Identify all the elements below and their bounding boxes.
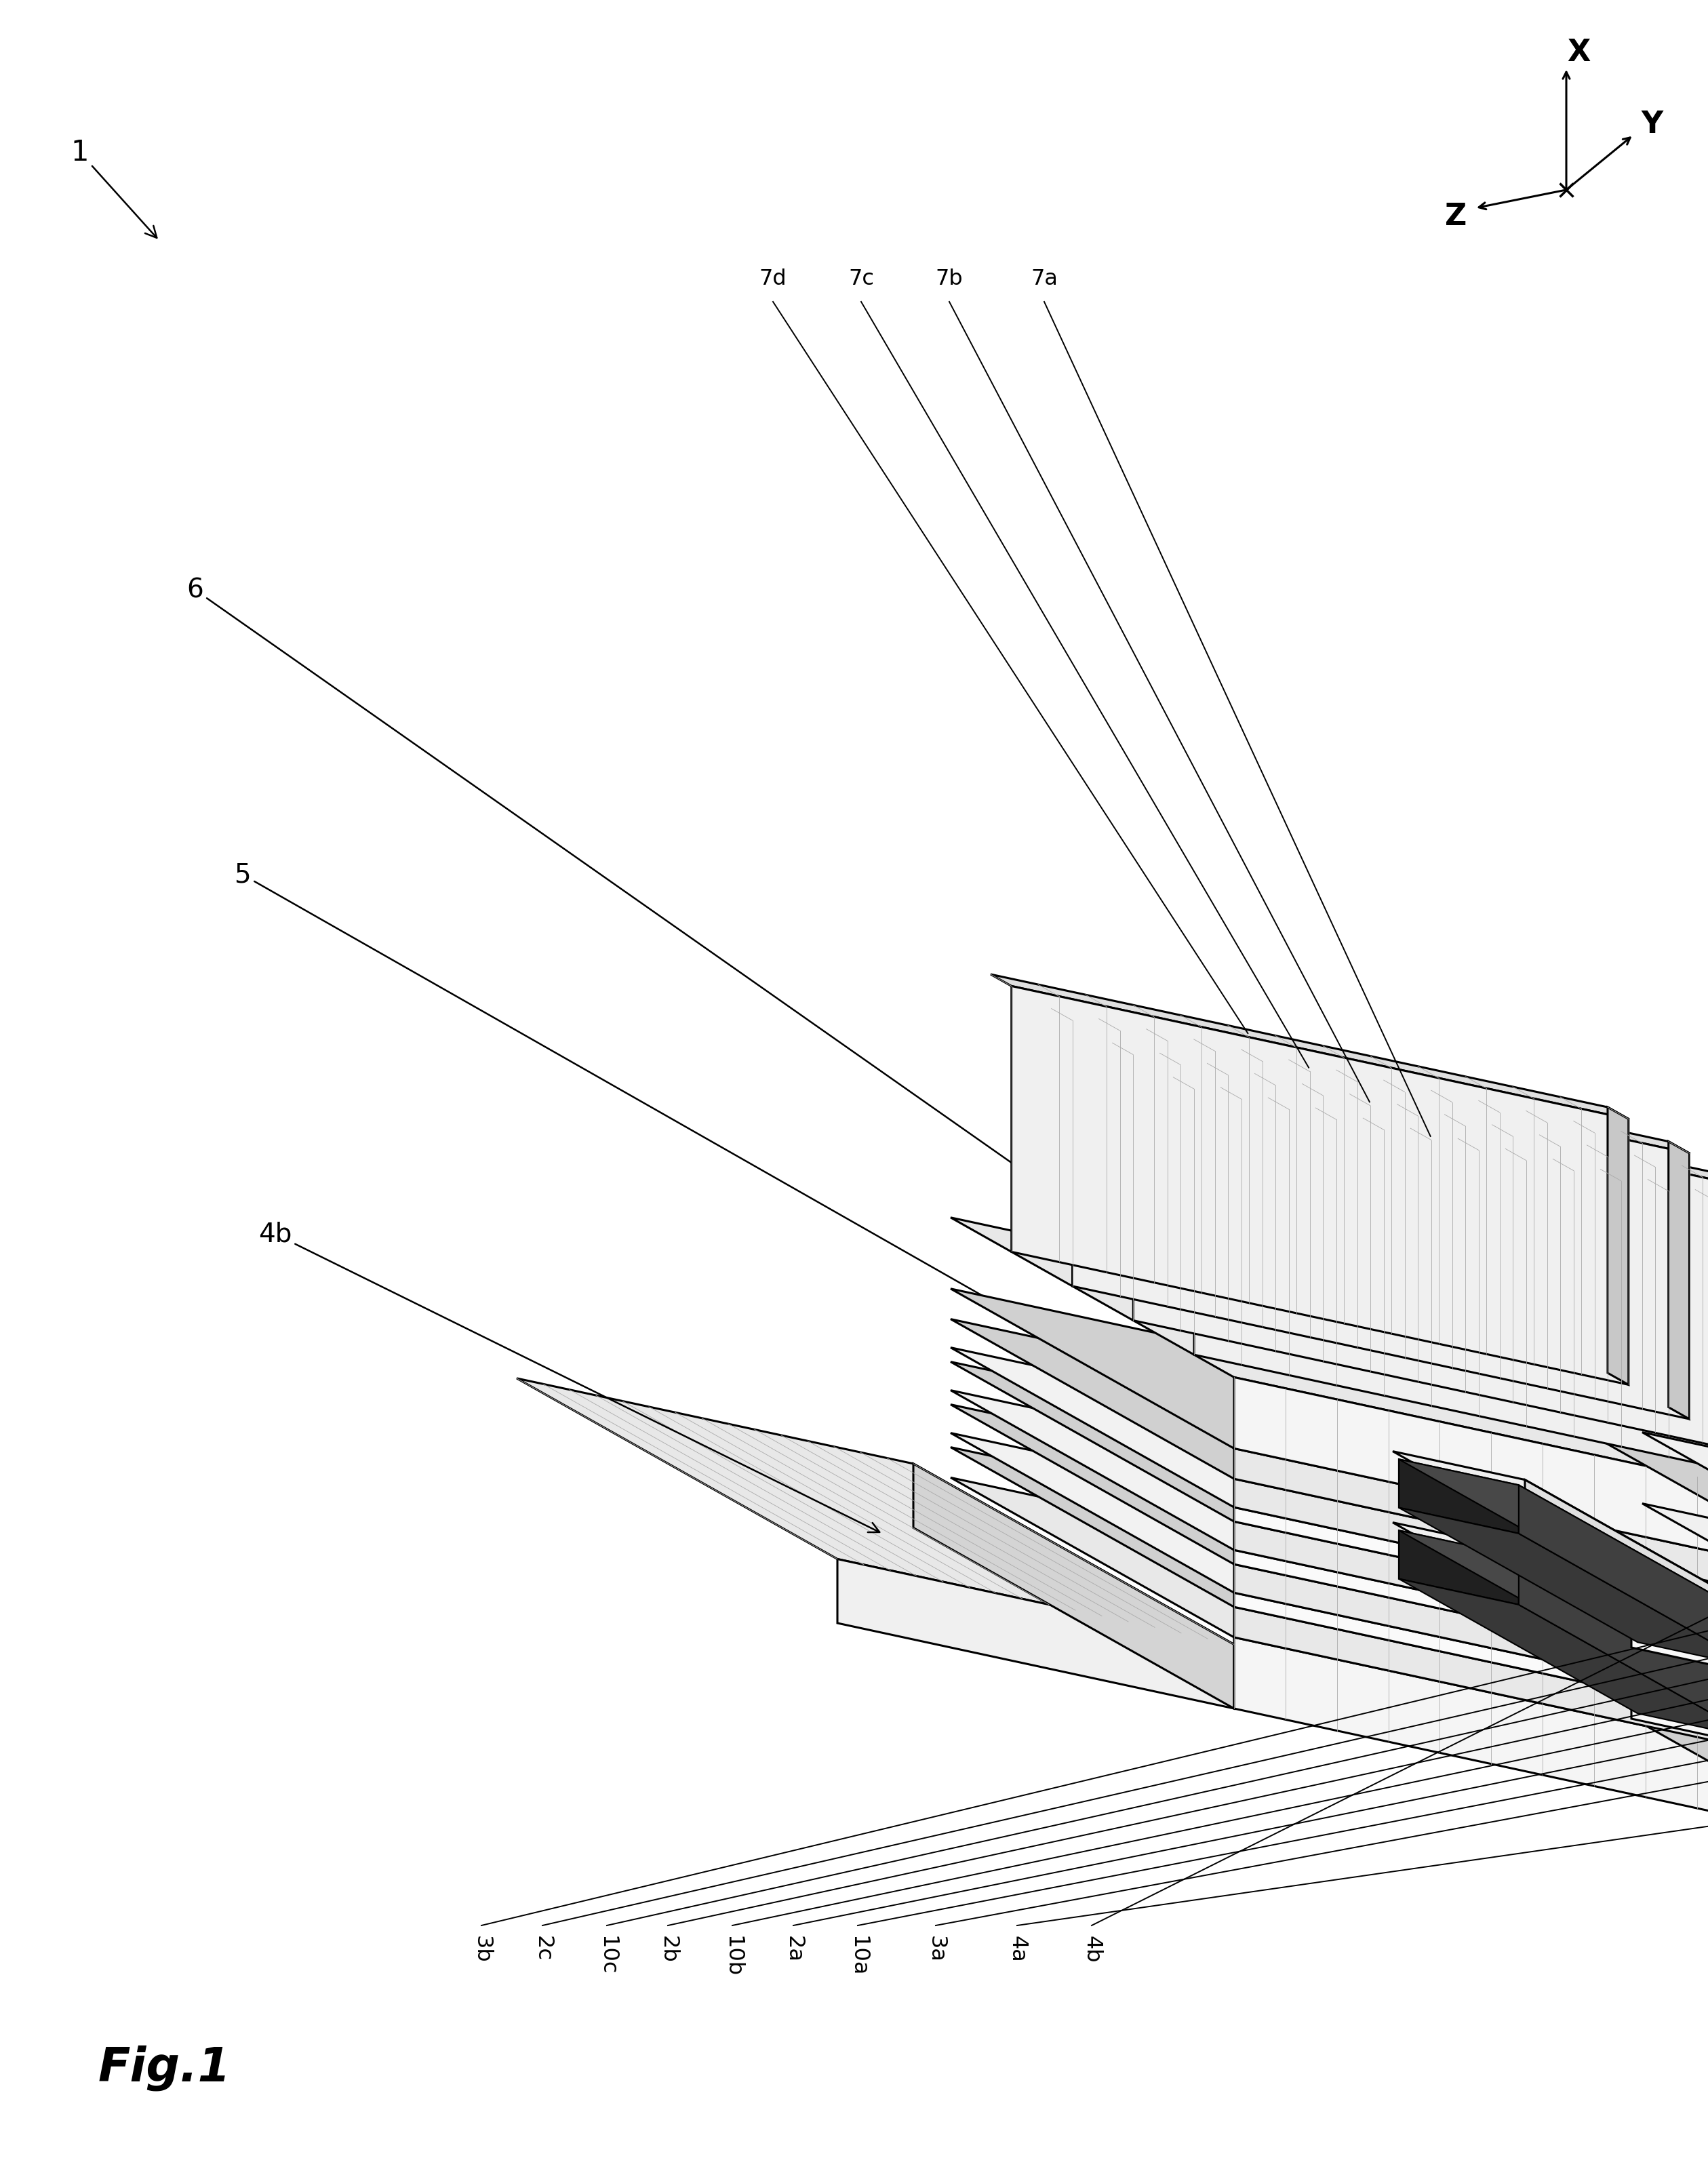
Polygon shape bbox=[1607, 1108, 1628, 1385]
Polygon shape bbox=[1235, 1594, 1708, 1739]
Polygon shape bbox=[1399, 1459, 1708, 1620]
Text: 4b: 4b bbox=[258, 1221, 880, 1533]
Polygon shape bbox=[1631, 1585, 1708, 1676]
Text: 7a: 7a bbox=[1030, 268, 1057, 290]
Polygon shape bbox=[951, 1319, 1708, 1611]
Polygon shape bbox=[518, 1378, 1235, 1644]
Polygon shape bbox=[951, 1478, 1708, 1770]
Text: 3b: 3b bbox=[471, 1935, 492, 1964]
Text: 4a: 4a bbox=[1006, 1935, 1028, 1964]
Polygon shape bbox=[1568, 1581, 1708, 1770]
Text: 2c: 2c bbox=[531, 1935, 553, 1961]
Polygon shape bbox=[1518, 1557, 1708, 1739]
Polygon shape bbox=[1641, 1504, 1708, 1600]
Polygon shape bbox=[1235, 1550, 1708, 1698]
Polygon shape bbox=[1235, 1478, 1708, 1639]
Text: Z: Z bbox=[1445, 202, 1467, 231]
Text: 10c: 10c bbox=[596, 1935, 617, 1975]
Polygon shape bbox=[1052, 1008, 1689, 1154]
Text: 10a: 10a bbox=[847, 1935, 868, 1977]
Text: 7c: 7c bbox=[849, 268, 874, 290]
Polygon shape bbox=[1235, 1637, 1708, 1842]
Polygon shape bbox=[1011, 986, 1628, 1385]
Polygon shape bbox=[951, 1363, 1708, 1655]
Text: 4b: 4b bbox=[1081, 1935, 1102, 1964]
Polygon shape bbox=[1392, 1522, 1708, 1685]
Polygon shape bbox=[1568, 1422, 1708, 1611]
Text: Y: Y bbox=[1641, 111, 1664, 139]
Polygon shape bbox=[1669, 1141, 1689, 1419]
Text: X: X bbox=[1566, 39, 1590, 67]
Text: 5: 5 bbox=[234, 862, 1599, 1646]
Polygon shape bbox=[1568, 1350, 1708, 1581]
Polygon shape bbox=[1235, 1378, 1708, 1581]
Polygon shape bbox=[914, 1463, 1235, 1709]
Text: Fig.1: Fig.1 bbox=[99, 2044, 231, 2090]
Polygon shape bbox=[1518, 1485, 1708, 1668]
Polygon shape bbox=[1235, 1448, 1708, 1611]
Text: 7d: 7d bbox=[758, 268, 787, 290]
Polygon shape bbox=[991, 975, 1628, 1119]
Polygon shape bbox=[1568, 1480, 1708, 1655]
Polygon shape bbox=[1235, 1522, 1708, 1683]
Polygon shape bbox=[1235, 1565, 1708, 1726]
Polygon shape bbox=[1568, 1524, 1708, 1698]
Polygon shape bbox=[1399, 1530, 1708, 1692]
Text: 2a: 2a bbox=[782, 1935, 804, 1964]
Polygon shape bbox=[1194, 1088, 1708, 1487]
Polygon shape bbox=[1568, 1452, 1708, 1639]
Text: 3a: 3a bbox=[926, 1935, 946, 1964]
Polygon shape bbox=[1631, 1657, 1708, 1748]
Polygon shape bbox=[951, 1348, 1708, 1639]
Text: 10b: 10b bbox=[722, 1935, 743, 1977]
Text: 1: 1 bbox=[72, 139, 157, 237]
Polygon shape bbox=[1568, 1611, 1708, 1842]
Polygon shape bbox=[1073, 1021, 1689, 1419]
Polygon shape bbox=[1112, 1043, 1708, 1186]
Polygon shape bbox=[951, 1217, 1708, 1511]
Polygon shape bbox=[1173, 1078, 1708, 1221]
Polygon shape bbox=[1399, 1530, 1518, 1604]
Polygon shape bbox=[1568, 1565, 1708, 1739]
Polygon shape bbox=[1525, 1480, 1708, 1676]
Polygon shape bbox=[1641, 1432, 1708, 1528]
Polygon shape bbox=[951, 1289, 1708, 1581]
Polygon shape bbox=[1399, 1459, 1518, 1533]
Polygon shape bbox=[1568, 1537, 1708, 1726]
Polygon shape bbox=[1568, 1496, 1708, 1683]
Text: 6: 6 bbox=[186, 577, 1599, 1574]
Text: 2b: 2b bbox=[658, 1935, 678, 1964]
Polygon shape bbox=[1525, 1550, 1708, 1748]
Polygon shape bbox=[951, 1404, 1708, 1698]
Polygon shape bbox=[951, 1391, 1708, 1683]
Polygon shape bbox=[951, 1432, 1708, 1726]
Polygon shape bbox=[1235, 1607, 1708, 1770]
Text: 7b: 7b bbox=[936, 268, 963, 290]
Polygon shape bbox=[1399, 1578, 1708, 1739]
Polygon shape bbox=[837, 1559, 1235, 1709]
Polygon shape bbox=[1399, 1509, 1708, 1668]
Polygon shape bbox=[1132, 1054, 1708, 1454]
Polygon shape bbox=[951, 1448, 1708, 1739]
Polygon shape bbox=[1392, 1452, 1708, 1615]
Polygon shape bbox=[1235, 1506, 1708, 1655]
